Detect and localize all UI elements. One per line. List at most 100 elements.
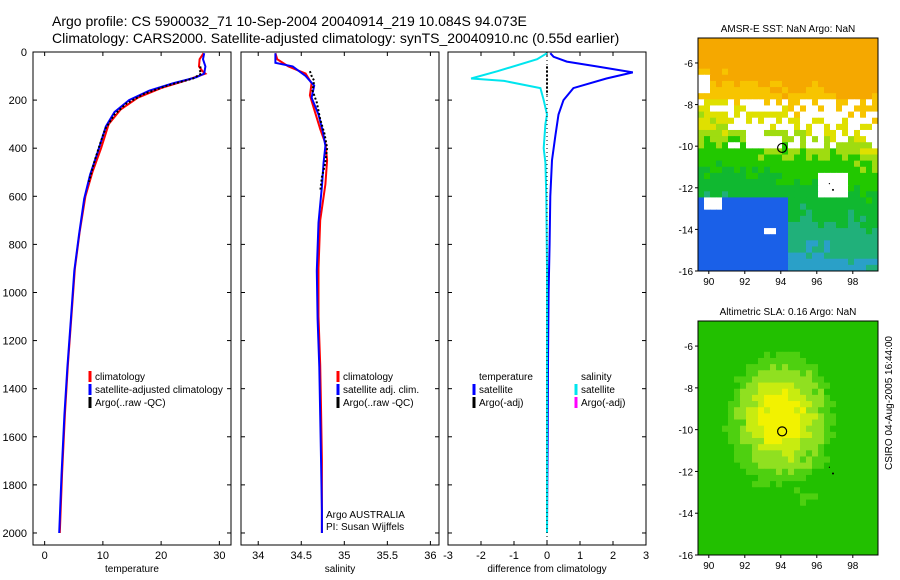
map-cell [842, 462, 849, 470]
map-title: Altimetric SLA: 0.16 Argo: NaN [720, 307, 857, 318]
map-cell [854, 493, 861, 501]
map-cell [794, 481, 801, 488]
map-cell [746, 99, 753, 106]
map-cell [710, 542, 717, 550]
map-cell [764, 481, 771, 488]
map-cell [740, 258, 747, 266]
map-cell [794, 252, 801, 260]
map-cell [872, 376, 879, 384]
map-cell [806, 179, 813, 186]
map-cell [758, 493, 765, 501]
map-cell [746, 50, 753, 57]
map-cell [698, 80, 705, 88]
map-cell [716, 166, 723, 174]
map-cell [776, 56, 783, 64]
map-cell [728, 444, 735, 451]
map-cell [734, 240, 741, 247]
map-cell [776, 50, 783, 57]
map-cell [698, 493, 705, 501]
map-cell [758, 74, 765, 82]
map-cell [728, 357, 735, 365]
map-cell [740, 117, 747, 125]
map-cell [806, 160, 813, 168]
map-cell [776, 456, 783, 464]
map-cell [734, 321, 741, 328]
map-cell [872, 481, 879, 488]
map-cell [872, 111, 879, 119]
map-cell [770, 474, 777, 482]
map-cell [872, 105, 879, 113]
map-cell [752, 62, 759, 70]
map-cell [746, 493, 753, 501]
map-cell [806, 191, 813, 198]
map-cell [740, 481, 747, 488]
map-cell [866, 148, 873, 155]
map-cell [818, 215, 825, 223]
map-cell [836, 351, 843, 359]
map-cell [872, 339, 879, 347]
map-cell [788, 364, 795, 371]
map-cell [728, 450, 735, 457]
map-cell [746, 105, 753, 113]
map-cell [770, 221, 777, 229]
map-cell [770, 117, 777, 125]
map-cell [842, 105, 849, 113]
map-cell [794, 456, 801, 464]
map-cell [704, 450, 711, 457]
map-cell [794, 50, 801, 57]
map-cell [776, 530, 783, 538]
map-cell [848, 481, 855, 488]
map-cell [860, 172, 867, 180]
map-cell [746, 111, 753, 119]
map-cell [710, 129, 717, 137]
map-cell [842, 511, 849, 519]
map-cell [794, 450, 801, 457]
map-cell [806, 327, 813, 334]
map-cell [812, 129, 819, 137]
map-cell [830, 327, 837, 334]
map-cell [872, 142, 879, 149]
map-cell [824, 80, 831, 88]
map-cell [752, 197, 759, 205]
map-cell [716, 425, 723, 433]
map-cell [860, 401, 867, 408]
map-cell [764, 530, 771, 538]
map-cell [818, 425, 825, 433]
map-cell [794, 87, 801, 94]
map-cell [848, 93, 855, 100]
x-tick-label: 36 [424, 550, 436, 562]
map-cell [866, 68, 873, 76]
map-cell [728, 431, 735, 439]
map-cell [704, 413, 711, 421]
map-cell [758, 234, 765, 241]
map-cell [776, 44, 783, 51]
map-cell [728, 123, 735, 131]
map-cell [758, 413, 765, 421]
map-cell [776, 505, 783, 513]
map-cell [800, 160, 807, 168]
map-cell [818, 111, 825, 119]
map-cell [872, 450, 879, 457]
map-cell [728, 179, 735, 186]
map-cell [854, 542, 861, 550]
map-cell [872, 364, 879, 371]
map-cell [866, 536, 873, 544]
map-cell [734, 345, 741, 353]
map-cell [866, 401, 873, 408]
map-cell [740, 468, 747, 476]
map-cell [746, 419, 753, 427]
difference-legend-left-label: temperature [479, 372, 533, 383]
map-cell [698, 203, 705, 211]
map-cell [746, 166, 753, 174]
map-cell [860, 129, 867, 137]
map-cell [818, 487, 825, 494]
map-cell [854, 450, 861, 457]
map-cell [782, 252, 789, 260]
map-cell [752, 487, 759, 494]
map-cell [734, 487, 741, 494]
map-cell [788, 252, 795, 260]
map-cell [812, 474, 819, 482]
map-cell [806, 499, 813, 507]
map-cell [788, 203, 795, 211]
map-cell [854, 129, 861, 137]
